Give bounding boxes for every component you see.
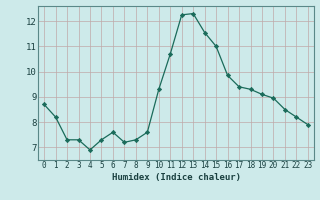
X-axis label: Humidex (Indice chaleur): Humidex (Indice chaleur): [111, 173, 241, 182]
